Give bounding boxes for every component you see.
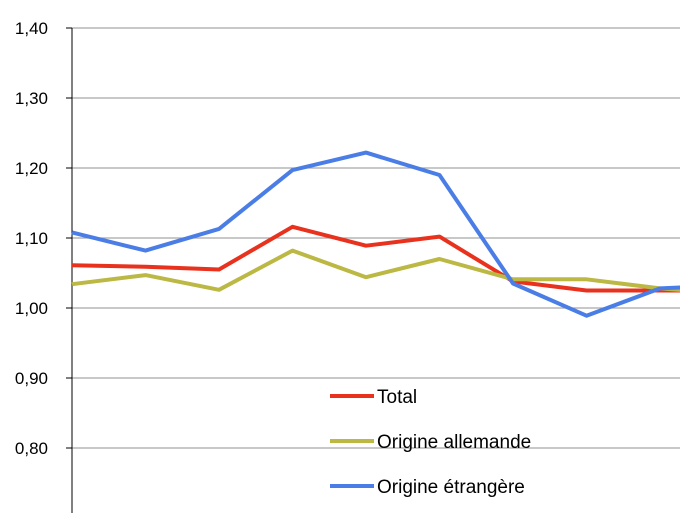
y-tick-label: 1,20 [15,159,48,178]
y-tick-label: 0,80 [15,439,48,458]
legend: Total Origine allemande Origine étrangère [330,387,531,498]
series-line [71,150,680,318]
y-tick-label: 0,90 [15,369,48,388]
series-line [71,224,680,293]
legend-label: Origine allemande [377,432,531,453]
y-tick-label: 1,10 [15,229,48,248]
y-axis-ticks: 0,80 0,90 1,00 1,10 1,20 1,30 1,40 [15,19,72,458]
legend-label: Total [377,387,417,408]
y-tick-label: 1,30 [15,89,48,108]
series-lines [71,150,680,318]
series-line [71,248,680,292]
legend-label: Origine étrangère [377,477,525,498]
gridlines [72,27,680,449]
y-tick-label: 1,40 [15,19,48,38]
y-tick-label: 1,00 [15,299,48,318]
